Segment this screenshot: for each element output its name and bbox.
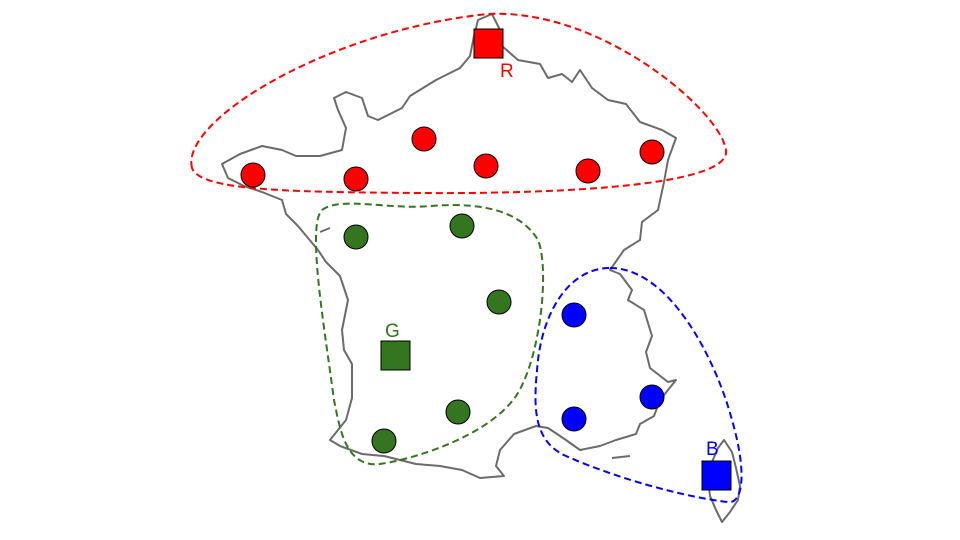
- red-data-point: [473, 153, 499, 179]
- red-data-point: [240, 162, 266, 188]
- blue-centroid-label: B: [706, 439, 719, 460]
- green-cluster-region: [314, 202, 545, 466]
- green-data-point: [343, 224, 369, 250]
- blue-centroid-square: [701, 460, 732, 491]
- blue-data-point: [639, 384, 665, 410]
- small-island-outline: [611, 455, 631, 459]
- green-centroid-square: [380, 340, 411, 371]
- red-centroid-label: R: [500, 61, 514, 82]
- green-data-point: [445, 399, 471, 425]
- green-data-point: [371, 428, 397, 454]
- red-data-point: [411, 126, 437, 152]
- blue-data-point: [561, 406, 587, 432]
- green-centroid-label: G: [385, 321, 400, 342]
- red-data-point: [639, 139, 665, 165]
- green-data-point: [486, 289, 512, 315]
- red-data-point: [343, 166, 369, 192]
- blue-data-point: [561, 302, 587, 328]
- blue-cluster-region: [534, 266, 743, 504]
- green-data-point: [449, 213, 475, 239]
- red-cluster-region: [190, 12, 728, 195]
- small-island-outline: [319, 227, 331, 233]
- red-data-point: [575, 158, 601, 184]
- red-centroid-square: [473, 28, 504, 59]
- country-outline: [221, 13, 677, 479]
